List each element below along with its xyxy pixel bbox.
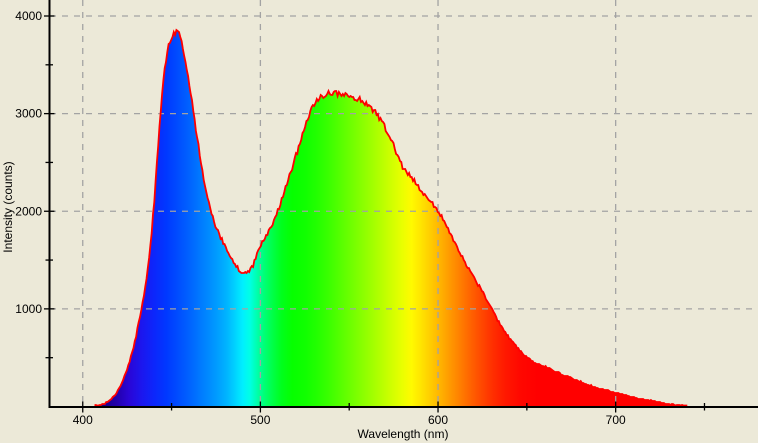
tick-marks (44, 15, 706, 413)
axes (48, 0, 758, 408)
x-tick-label: 400 (73, 413, 93, 427)
x-tick-label: 700 (606, 413, 626, 427)
gridlines (50, 0, 758, 406)
y-tick-label: 1000 (15, 302, 42, 316)
x-tick-labels: 400 500 600 700 (73, 413, 626, 427)
x-tick-label: 600 (428, 413, 448, 427)
y-tick-label: 3000 (15, 107, 42, 121)
x-tick-label: 500 (250, 413, 270, 427)
y-tick-label: 2000 (15, 204, 42, 218)
y-axis-title: Intensity (counts) (1, 161, 15, 252)
y-tick-label: 4000 (15, 9, 42, 23)
y-tick-labels: 1000 2000 3000 4000 (15, 9, 42, 316)
spectrum-area (49, 30, 756, 407)
spectrum-outline (94, 28, 688, 407)
x-axis-title: Wavelength (nm) (358, 427, 449, 441)
